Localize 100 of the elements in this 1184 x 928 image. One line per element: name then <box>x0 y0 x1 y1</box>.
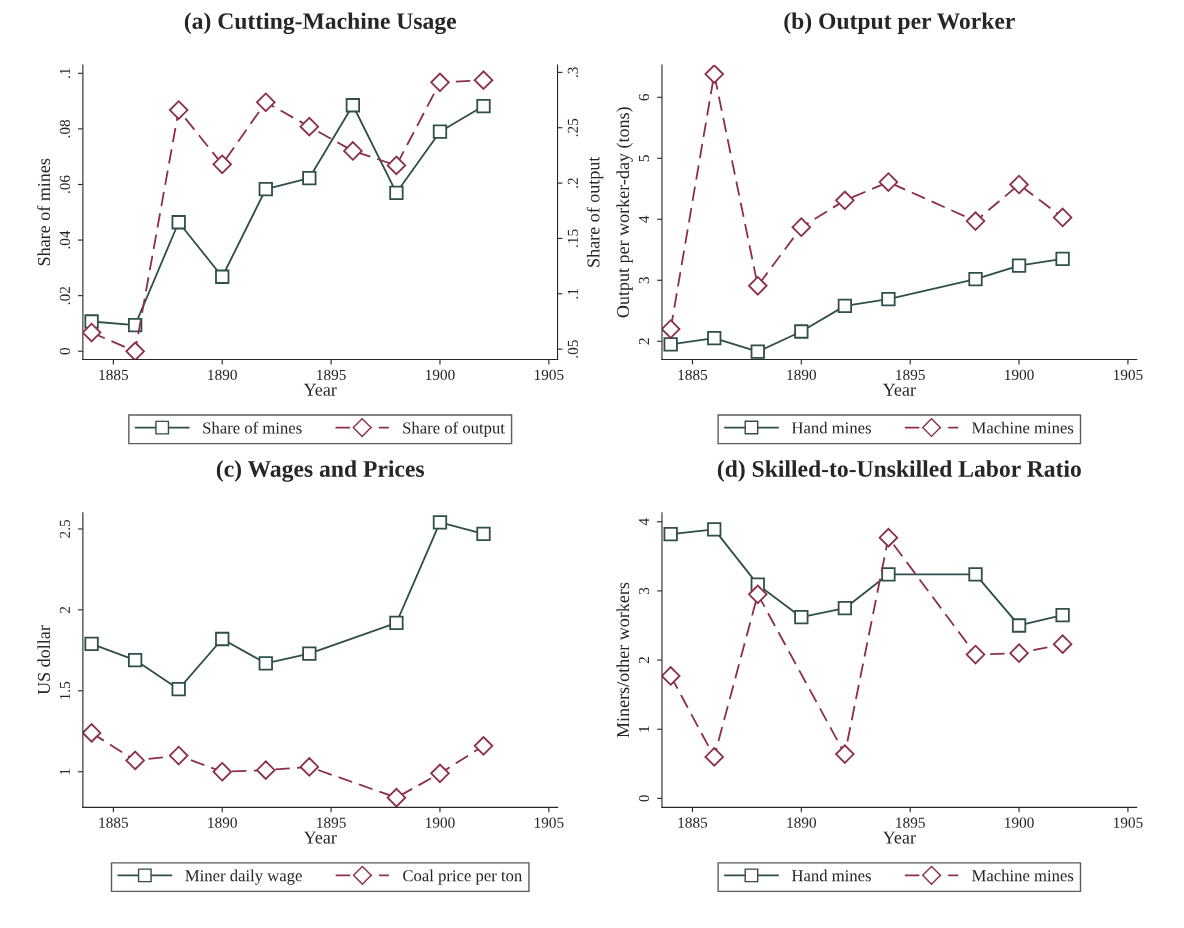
x-tick-label: 1890 <box>787 369 817 381</box>
x-tick-label: 1905 <box>1114 369 1143 381</box>
y2-tick-label: .2 <box>567 178 579 188</box>
y-tick-label: 2 <box>638 657 649 664</box>
point <box>791 217 812 237</box>
point <box>84 636 99 652</box>
y-axis-title: Output per worker-day (tons) <box>616 107 633 318</box>
legend-label: Hand mines <box>791 421 871 434</box>
point <box>476 98 491 114</box>
point <box>386 155 407 176</box>
point <box>1055 251 1070 267</box>
y-tick-label: 2 <box>59 606 70 614</box>
x-tick-label: 1905 <box>534 817 564 828</box>
point <box>299 116 320 137</box>
point <box>1052 634 1073 654</box>
y-tick-label: .08 <box>59 119 71 138</box>
point <box>661 666 681 686</box>
y-tick-label: 6 <box>638 93 650 101</box>
legend-label: Share of mines <box>203 421 302 434</box>
y-tick-label: .02 <box>59 286 71 305</box>
point <box>748 584 768 605</box>
point <box>1011 258 1027 273</box>
y-tick-label: 1.5 <box>59 681 71 700</box>
point <box>835 190 855 211</box>
chart-title: (d) Skilled-to-Unskilled Labor Ratio <box>717 460 1081 482</box>
y2-axis-title: Share of output <box>586 156 604 267</box>
y-tick-label: .1 <box>59 68 71 79</box>
x-tick-label: 1885 <box>678 817 708 828</box>
x-tick-label: 1900 <box>1005 817 1034 828</box>
y-axis-title: Share of mines <box>37 158 51 266</box>
legend-label: Share of output <box>403 421 505 437</box>
point <box>215 269 230 284</box>
point <box>704 64 724 84</box>
point <box>965 211 986 231</box>
legend-label: Machine mines <box>972 869 1074 882</box>
y-tick-label: 0 <box>59 347 71 355</box>
point <box>835 744 855 764</box>
point <box>750 344 765 359</box>
point <box>302 646 317 661</box>
point <box>258 182 273 197</box>
point <box>707 522 722 537</box>
y2-tick-label: .3 <box>567 67 579 78</box>
point <box>430 72 450 93</box>
point <box>389 615 404 630</box>
y-tick-label: 2.5 <box>59 519 71 538</box>
point <box>707 331 722 346</box>
x-axis-title: Year <box>882 831 916 844</box>
x-tick-label: 1895 <box>317 817 346 828</box>
x-tick-label: 1895 <box>896 817 925 828</box>
point <box>663 337 678 352</box>
point <box>881 567 896 582</box>
y-tick-label: .04 <box>59 230 71 249</box>
point <box>386 787 407 808</box>
point <box>168 745 189 766</box>
y-tick-label: .06 <box>59 175 71 194</box>
x-tick-label: 1900 <box>1005 369 1034 381</box>
point <box>968 567 983 582</box>
point <box>968 271 983 287</box>
point <box>171 215 186 230</box>
x-axis-title: Year <box>882 383 916 396</box>
point <box>1052 207 1073 228</box>
y2-tick-label: .05 <box>567 340 579 358</box>
point <box>125 341 145 360</box>
point <box>837 298 853 314</box>
y2-tick-label: .25 <box>567 118 579 137</box>
x-axis-title: Year <box>303 383 337 396</box>
point <box>965 644 986 665</box>
x-tick-label: 1885 <box>99 817 129 828</box>
point <box>430 763 450 784</box>
legend-label: Machine mines <box>972 421 1074 434</box>
point <box>1009 174 1029 195</box>
y2-tick-label: .1 <box>567 288 579 299</box>
point <box>389 185 404 200</box>
point <box>299 757 320 777</box>
point <box>748 276 768 296</box>
point <box>343 141 363 161</box>
point <box>302 170 317 186</box>
point <box>168 100 189 120</box>
point <box>256 92 276 113</box>
y-tick-label: 1 <box>59 768 70 775</box>
legend-label: Miner daily wage <box>185 869 302 885</box>
y-tick-label: 0 <box>638 795 650 802</box>
x-tick-label: 1895 <box>896 369 925 381</box>
point <box>215 631 230 647</box>
y-tick-label: 3 <box>638 587 650 594</box>
point <box>476 526 491 541</box>
point <box>837 601 853 616</box>
point <box>1055 607 1070 623</box>
y-axis-title: Miners/other workers <box>616 582 630 738</box>
x-axis-title: Year <box>303 831 337 844</box>
point <box>212 154 232 175</box>
x-tick-label: 1885 <box>678 369 708 381</box>
y2-tick-label: .15 <box>567 229 579 247</box>
y-tick-label: 4 <box>638 215 649 223</box>
point <box>473 736 494 756</box>
point <box>878 527 899 548</box>
x-tick-label: 1905 <box>1114 817 1143 828</box>
point <box>663 527 678 542</box>
point <box>1009 643 1029 663</box>
point <box>82 322 102 343</box>
